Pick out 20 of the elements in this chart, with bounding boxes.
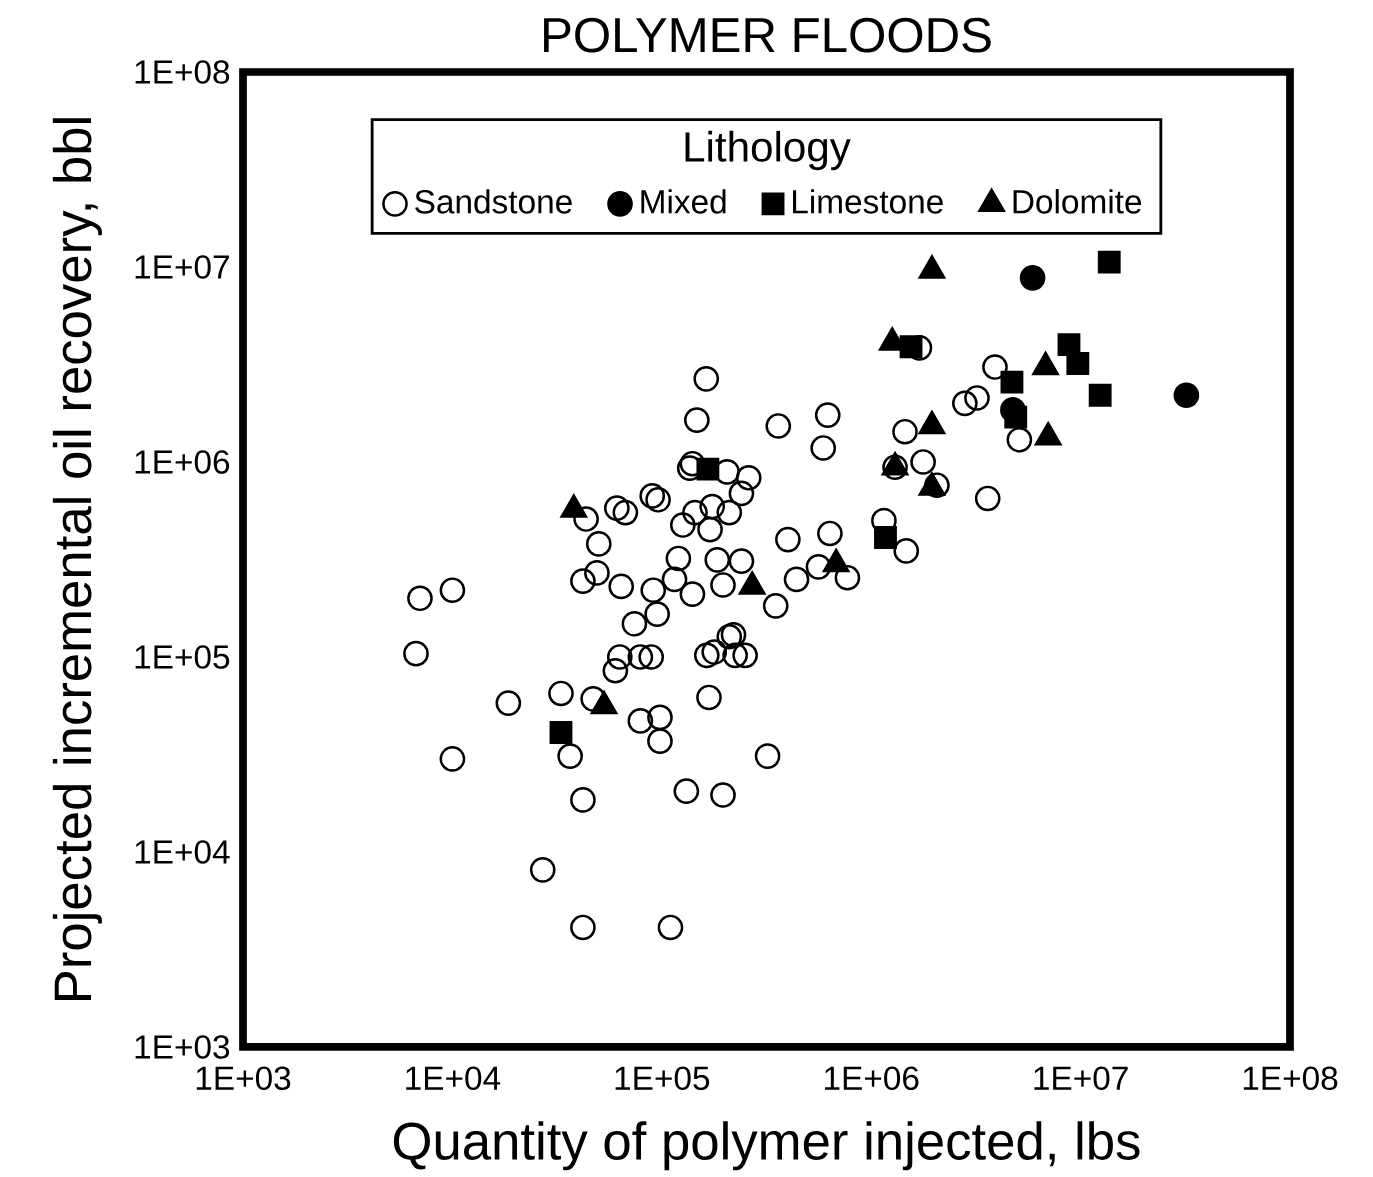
legend-label: Mixed bbox=[641, 189, 726, 214]
legend-label: Dolomite bbox=[1013, 189, 1142, 214]
legend-title: Lithology bbox=[685, 130, 851, 171]
legend-label: Limestone bbox=[793, 189, 943, 214]
y-tick-label: 1E+06 bbox=[135, 450, 230, 474]
chart-title: POLYMER FLOODS bbox=[544, 17, 991, 53]
x-tick-label: 1E+08 bbox=[1243, 1066, 1338, 1091]
y-tick-label: 1E+03 bbox=[135, 1035, 230, 1059]
y-tick-label: 1E+07 bbox=[135, 255, 229, 279]
x-tick-label: 1E+05 bbox=[615, 1066, 710, 1091]
y-axis-title: Projected incremental oil recovery, bbl bbox=[52, 118, 102, 1001]
y-tick-label: 1E+04 bbox=[135, 840, 230, 864]
x-tick-label: 1E+04 bbox=[406, 1066, 501, 1091]
x-tick-label: 1E+06 bbox=[825, 1066, 919, 1091]
y-tick-label: 1E+05 bbox=[135, 645, 230, 669]
x-tick-label: 1E+03 bbox=[196, 1066, 291, 1091]
x-axis-title: Quantity of polymer injected, lbs bbox=[393, 1121, 1140, 1171]
x-tick-label: 1E+07 bbox=[1034, 1066, 1128, 1091]
legend-label: Sandstone bbox=[415, 189, 572, 214]
y-tick-label: 1E+08 bbox=[135, 60, 230, 84]
